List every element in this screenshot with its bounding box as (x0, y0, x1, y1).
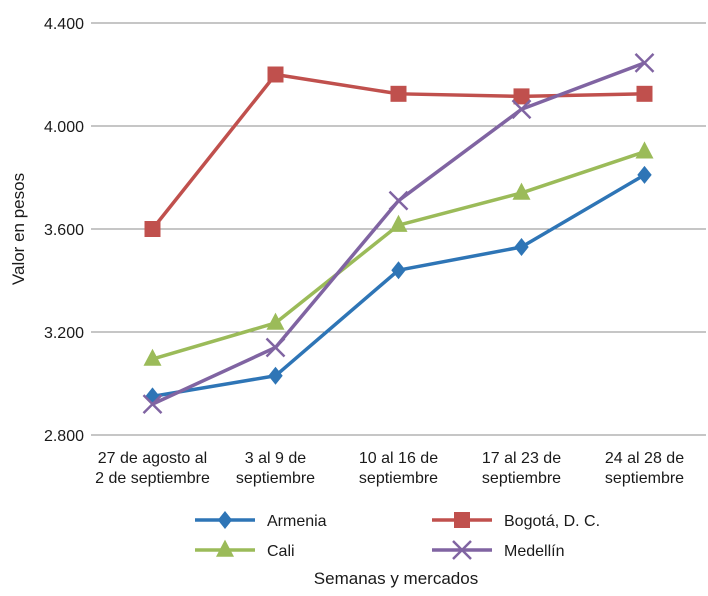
x-tick-label: 3 al 9 de septiembre (236, 450, 315, 487)
series-bogot-d-c (144, 66, 653, 237)
data-point (143, 348, 162, 366)
legend-label: Medellín (504, 543, 564, 560)
data-point (513, 88, 530, 105)
data-point (266, 312, 285, 330)
data-point (265, 337, 286, 358)
x-tick-label: 10 al 16 de septiembre (359, 450, 438, 487)
data-point (388, 190, 409, 211)
data-point (389, 214, 408, 232)
data-point (634, 53, 655, 73)
legend-label: Cali (267, 543, 295, 560)
legend-item: Bogotá, D. C. (432, 512, 600, 530)
y-tick-label: 3.200 (44, 325, 84, 342)
data-point (267, 66, 284, 83)
legend-item: Medellín (432, 540, 564, 560)
series-line (152, 150, 646, 361)
data-point (391, 261, 406, 280)
legend: Armenia Bogotá, D. C. Cali Medellín (195, 511, 600, 560)
data-point (142, 394, 163, 414)
data-point (217, 511, 233, 529)
data-point (512, 182, 531, 200)
data-point (390, 85, 407, 102)
y-tick-label: 2.800 (44, 428, 84, 445)
series-cali (143, 141, 654, 366)
y-tick-label: 4.400 (44, 16, 84, 33)
data-point (454, 512, 470, 528)
y-tick-label: 3.600 (44, 222, 84, 239)
data-point (636, 85, 653, 102)
series-medell-n (142, 53, 655, 414)
data-point (635, 141, 654, 159)
data-point (216, 539, 234, 557)
x-axis-ticks: 27 de agosto al 2 de septiembre 3 al 9 de s… (95, 450, 684, 487)
series-layer (142, 53, 655, 414)
legend-label: Bogotá, D. C. (504, 513, 600, 530)
data-point (452, 540, 472, 560)
series-line (152, 173, 646, 399)
data-point (145, 387, 160, 406)
data-point (268, 366, 283, 385)
series-armenia (145, 165, 652, 406)
data-point (637, 165, 652, 184)
y-axis-title: Valor en pesos (9, 173, 28, 285)
data-point (511, 99, 532, 120)
x-tick-label: 24 al 28 de septiembre (605, 450, 684, 487)
x-axis-title: Semanas y mercados (314, 569, 478, 588)
legend-item: Cali (195, 539, 295, 560)
x-tick-label: 17 al 23 de septiembre (482, 450, 561, 487)
data-point (144, 221, 161, 237)
legend-item: Armenia (195, 511, 327, 530)
y-tick-label: 4.000 (44, 119, 84, 136)
data-point (514, 238, 529, 257)
y-axis-ticks: 2.800 3.200 3.600 4.000 4.400 (44, 16, 84, 445)
series-line (151, 61, 646, 406)
x-tick-label: 27 de agosto al 2 de septiembre (95, 450, 210, 487)
legend-label: Armenia (267, 513, 327, 530)
